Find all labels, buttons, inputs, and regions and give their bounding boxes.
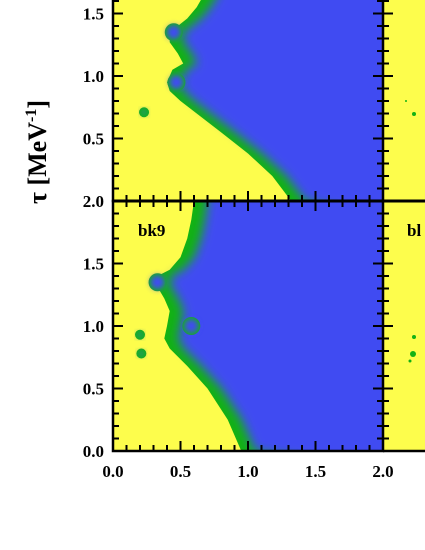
tick-label: 1.5	[83, 255, 104, 274]
spot	[150, 275, 165, 290]
panel-bottom-spots	[135, 273, 201, 359]
y-axis-label-main: τ [MeV	[23, 122, 52, 204]
panel-top-spots	[139, 23, 186, 118]
panel-label-bk9: bk9	[138, 221, 165, 240]
svg-text:τ [MeV-1]: τ [MeV-1]	[23, 100, 52, 204]
panel-right-top	[383, 0, 425, 201]
panel-label-partial: bl	[407, 221, 421, 240]
spot	[138, 350, 145, 357]
panel-bottom	[113, 201, 383, 451]
region-interior	[181, 0, 383, 201]
tick-label: 1.0	[83, 317, 104, 336]
panel-right-bottom-spot-2	[410, 351, 416, 357]
tick-label: 0.0	[83, 442, 104, 461]
spot	[184, 319, 199, 333]
spot	[141, 109, 148, 116]
tick-label: 0.5	[170, 462, 191, 481]
panel-right-bottom-spot	[412, 335, 416, 339]
axis-tick-labels: 0.0 0.5 1.0 1.5 2.0 0.0 0.5 1.0 1.5 2.0 0.5 1.0 1.5	[83, 5, 394, 482]
panel-right-top-background	[383, 0, 425, 201]
axis-ticks	[112, 0, 393, 452]
y-axis-label: τ [MeV-1]	[23, 100, 52, 204]
panel-bottom-interior	[156, 201, 383, 451]
spot	[137, 331, 143, 338]
y-axis-label-close: ]	[23, 100, 52, 109]
tick-label: 2.0	[83, 192, 104, 211]
panel-right-top-spot	[412, 112, 416, 116]
tick-label: 0.5	[83, 130, 104, 149]
tick-label: 0.0	[102, 462, 123, 481]
tick-label: 1.0	[83, 67, 104, 86]
region-interior	[170, 201, 383, 451]
spot	[166, 25, 181, 40]
y-axis-label-sup: -1	[23, 109, 40, 122]
panel-right-bottom-spot-3	[408, 359, 412, 363]
tick-label: 1.5	[83, 5, 104, 24]
tick-label: 1.0	[237, 462, 258, 481]
panel-top-interior	[167, 0, 383, 201]
tick-label: 0.5	[83, 380, 104, 399]
panel-top	[113, 0, 383, 201]
panel-right-top-spot-small	[405, 100, 407, 102]
tick-label: 1.5	[305, 462, 326, 481]
spot	[169, 75, 184, 90]
tick-label: 2.0	[372, 462, 393, 481]
